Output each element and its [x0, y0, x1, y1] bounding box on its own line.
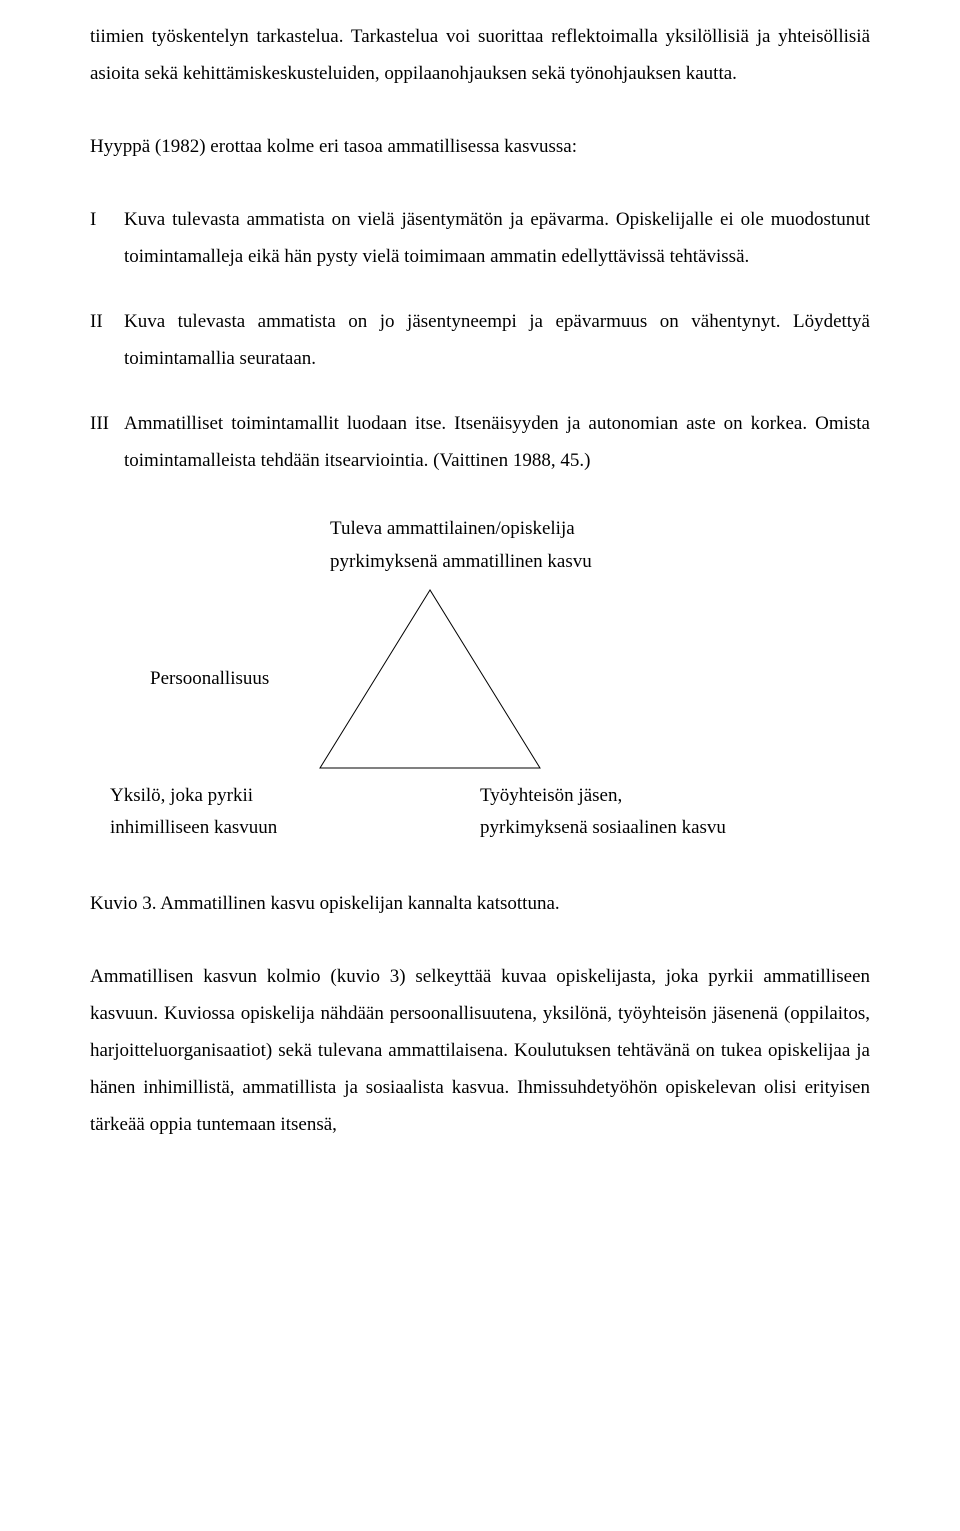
list-item-3: III Ammatilliset toimintamallit luodaan …: [90, 405, 870, 479]
diagram-top-line2: pyrkimyksenä ammatillinen kasvu: [330, 546, 870, 578]
diagram-bottom-left: Yksilö, joka pyrkii inhimilliseen kasvuu…: [110, 780, 350, 845]
paragraph-after-figure: Ammatillisen kasvun kolmio (kuvio 3) sel…: [90, 958, 870, 1143]
list-item-1-body: Kuva tulevasta ammatista on vielä jäsent…: [124, 201, 870, 275]
diagram-bottom-row: Yksilö, joka pyrkii inhimilliseen kasvuu…: [90, 780, 870, 845]
diagram-mid-row: Persoonallisuus: [90, 584, 870, 774]
triangle-icon: [310, 584, 550, 774]
diagram-top-label: Tuleva ammattilainen/opiskelija pyrkimyk…: [330, 513, 870, 578]
roman-list: I Kuva tulevasta ammatista on vielä jäse…: [90, 201, 870, 479]
triangle-shape: [310, 584, 550, 774]
list-item-2: II Kuva tulevasta ammatista on jo jäsent…: [90, 303, 870, 377]
diagram-bottom-right-line1: Työyhteisön jäsen,: [480, 780, 726, 812]
paragraph-intro-continuation: tiimien työskentelyn tarkastelua. Tarkas…: [90, 18, 870, 92]
diagram-bottom-left-line2: inhimilliseen kasvuun: [110, 812, 350, 844]
roman-numeral-3: III: [90, 405, 124, 479]
diagram-top-line1: Tuleva ammattilainen/opiskelija: [330, 513, 870, 545]
list-item-3-body: Ammatilliset toimintamallit luodaan itse…: [124, 405, 870, 479]
triangle-diagram: Tuleva ammattilainen/opiskelija pyrkimyk…: [90, 513, 870, 844]
triangle-polygon: [320, 590, 540, 768]
page: tiimien työskentelyn tarkastelua. Tarkas…: [0, 0, 960, 1531]
diagram-left-label: Persoonallisuus: [150, 663, 310, 695]
roman-numeral-2: II: [90, 303, 124, 377]
diagram-bottom-right-line2: pyrkimyksenä sosiaalinen kasvu: [480, 812, 726, 844]
list-item-1: I Kuva tulevasta ammatista on vielä jäse…: [90, 201, 870, 275]
list-item-2-body: Kuva tulevasta ammatista on jo jäsentyne…: [124, 303, 870, 377]
diagram-bottom-left-line1: Yksilö, joka pyrkii: [110, 780, 350, 812]
roman-numeral-1: I: [90, 201, 124, 275]
figure-caption: Kuvio 3. Ammatillinen kasvu opiskelijan …: [90, 885, 870, 922]
diagram-bottom-right: Työyhteisön jäsen, pyrkimyksenä sosiaali…: [480, 780, 726, 845]
paragraph-hyyppa-intro: Hyyppä (1982) erottaa kolme eri tasoa am…: [90, 128, 870, 165]
